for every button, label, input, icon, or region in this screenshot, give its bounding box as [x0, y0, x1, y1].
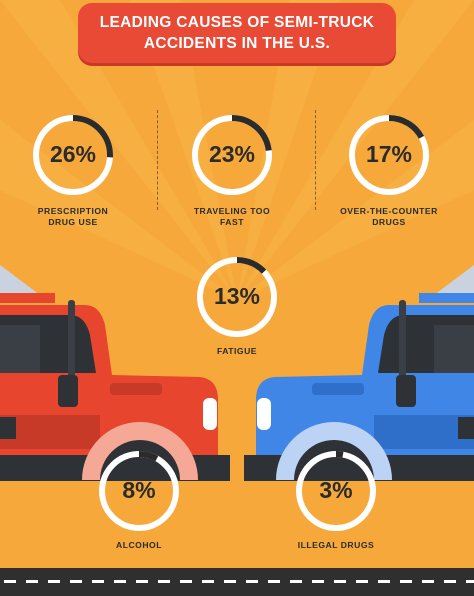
title-line-2: ACCIDENTS IN THE U.S. [143, 35, 331, 52]
ring-progress-arc [33, 115, 113, 195]
road-dash [114, 580, 126, 583]
road-dash [356, 580, 368, 583]
stat-alcohol: 8% [98, 450, 180, 532]
road-dash [334, 580, 346, 583]
road-dash [378, 580, 390, 583]
stat-value: 8% [122, 477, 156, 503]
stat-fatigue: 13% [196, 256, 278, 338]
ring-chart [197, 257, 277, 337]
stat-value: 3% [319, 477, 353, 503]
ring-progress-arc [296, 451, 376, 531]
road-dash [246, 580, 258, 583]
label-line-1: ALCOHOL [116, 540, 162, 550]
label-line-1: TRAVELING TOO [193, 206, 271, 216]
label-line-2: DRUGS [372, 217, 406, 227]
stat-label-alcohol: ALCOHOL [84, 540, 194, 551]
stat-label-prescription: PRESCRIPTION DRUG USE [18, 206, 128, 228]
road-dash [26, 580, 38, 583]
stat-over-the-counter-drugs: 17% [348, 114, 430, 196]
label-line-1: ILLEGAL DRUGS [297, 540, 375, 550]
road-dash [268, 580, 280, 583]
label-line-2: DRUG USE [48, 217, 98, 227]
stat-value: 17% [365, 141, 413, 167]
road-dash [158, 580, 170, 583]
ring-chart [296, 451, 376, 531]
ring-chart [99, 451, 179, 531]
road-dash [136, 580, 148, 583]
road-dash [224, 580, 236, 583]
road-dash [48, 580, 60, 583]
road-dash [444, 580, 456, 583]
red-truck-illustration [0, 265, 230, 481]
title-banner: LEADING CAUSES OF SEMI-TRUCK ACCIDENTS I… [78, 3, 396, 63]
title-line-1: LEADING CAUSES OF SEMI-TRUCK [99, 14, 375, 31]
road-dash [400, 580, 412, 583]
road-dash [180, 580, 192, 583]
divider-left [157, 110, 158, 210]
stat-illegal-drugs: 3% [295, 450, 377, 532]
label-line-1: PRESCRIPTION [37, 206, 109, 216]
ring-progress-arc [99, 451, 179, 531]
stat-value: 13% [213, 283, 261, 309]
ring-chart [192, 115, 272, 195]
road-dash [4, 580, 16, 583]
stat-prescription-drug-use: 26% [32, 114, 114, 196]
stat-traveling-too-fast: 23% [191, 114, 273, 196]
stat-value: 23% [208, 141, 256, 167]
stat-label-fatigue: FATIGUE [182, 346, 292, 357]
ring-progress-arc [192, 115, 272, 195]
road-dash [290, 580, 302, 583]
ring-chart [33, 115, 113, 195]
label-line-1: FATIGUE [216, 346, 258, 356]
divider-right [315, 110, 316, 210]
page-title: LEADING CAUSES OF SEMI-TRUCK ACCIDENTS I… [78, 12, 396, 54]
road-dash [202, 580, 214, 583]
road-dash [466, 580, 474, 583]
road-dash [422, 580, 434, 583]
stat-label-traveling: TRAVELING TOO FAST [177, 206, 287, 228]
road-dash [312, 580, 324, 583]
label-line-2: FAST [220, 217, 244, 227]
road [0, 568, 474, 596]
stat-value: 26% [49, 141, 97, 167]
stat-label-illegal: ILLEGAL DRUGS [281, 540, 391, 551]
road-dash [92, 580, 104, 583]
ring-progress-arc [197, 257, 277, 337]
road-dash [70, 580, 82, 583]
road-markings [4, 580, 474, 583]
label-line-1: OVER-THE-COUNTER [340, 206, 438, 216]
ring-progress-arc [349, 115, 429, 195]
stat-label-otc: OVER-THE-COUNTER DRUGS [329, 206, 449, 228]
ring-chart [349, 115, 429, 195]
